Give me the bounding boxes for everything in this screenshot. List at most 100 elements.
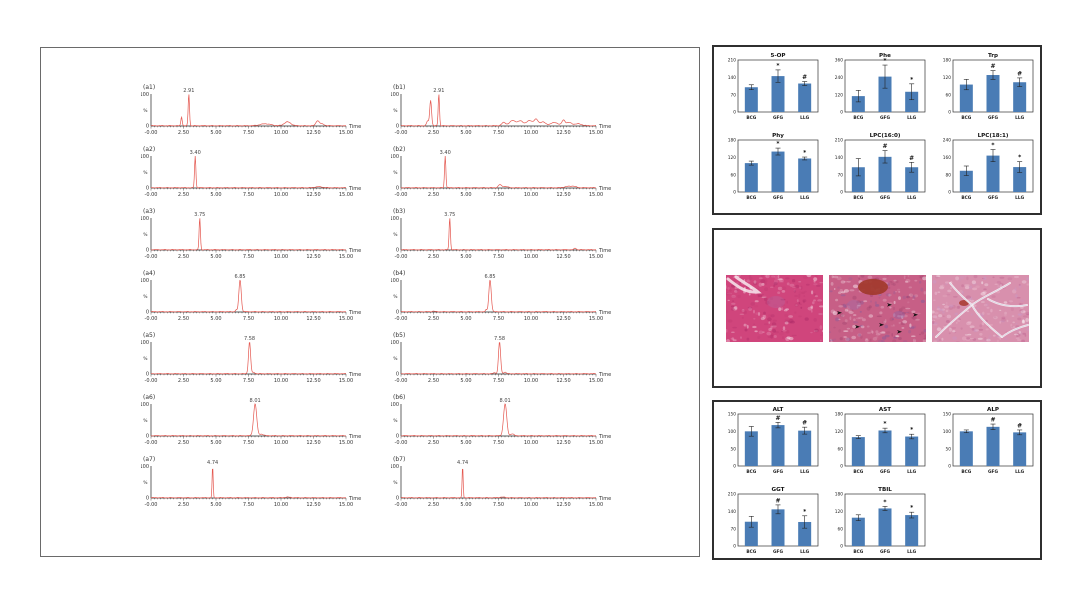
chromatogram-trace	[150, 155, 347, 189]
x-tick-label: -0.00	[145, 440, 158, 446]
bar-GFG	[771, 151, 784, 193]
x-axis-label: Time	[598, 372, 611, 378]
category-label: LLG	[907, 549, 916, 555]
bar-BCG	[959, 431, 973, 466]
x-tick-label: -0.00	[395, 316, 408, 322]
y-tick-label: 210	[727, 492, 735, 498]
x-tick-label: 10.00	[524, 378, 538, 384]
x-tick-label: 10.00	[274, 378, 288, 384]
x-tick-label: 10.00	[274, 440, 288, 446]
x-tick-label: 10.00	[274, 192, 288, 198]
bar-LLG	[797, 83, 811, 112]
x-tick-label: 12.50	[556, 378, 570, 384]
x-tick-label: 5.00	[210, 130, 221, 136]
category-label: GFG	[773, 549, 783, 555]
x-tick-label: 12.50	[556, 316, 570, 322]
category-label: GFG	[880, 115, 890, 121]
x-tick-label: -0.00	[145, 130, 158, 136]
bar-LLG	[797, 521, 811, 546]
x-tick-label: 7.50	[243, 440, 254, 446]
bar-GFG	[986, 426, 999, 466]
category-label: BCG	[853, 115, 863, 121]
y-unit: %	[393, 294, 398, 300]
chromatogram-trace	[150, 279, 347, 313]
chart-title: GGT	[771, 487, 784, 493]
y-tick-label: 140	[835, 155, 843, 161]
chart-title: ALP	[987, 407, 999, 413]
biochemistry-chart-alt: ALT 0 50 100 150 BCG # GFG # LLG	[718, 404, 822, 484]
significance-marker: *	[883, 57, 887, 64]
x-tick-label: 2.50	[178, 316, 189, 322]
biochemistry-chart-tbil: TBIL 0 60 120 180 BCG * GFG * LLG	[825, 484, 929, 564]
y-tick-label: 50	[730, 446, 736, 452]
y-unit: %	[143, 108, 148, 114]
y-tick-0: 0	[146, 496, 149, 502]
metabolite-chart-grid: 5-OP 0 70 140 210 BCG * GFG # LLG Phe 0 120 240 360 BCG…	[714, 47, 1040, 213]
x-tick-label: 10.00	[274, 502, 288, 508]
y-unit: %	[143, 418, 148, 424]
x-tick-label: -0.00	[395, 130, 408, 136]
significance-marker: *	[1018, 154, 1022, 161]
x-tick-label: 5.00	[460, 316, 471, 322]
x-tick-label: 10.00	[524, 502, 538, 508]
x-tick-label: 2.50	[428, 254, 439, 260]
panel-label: (a4)	[143, 270, 155, 277]
x-tick-label: 5.00	[210, 254, 221, 260]
bar-GFG	[771, 509, 784, 546]
category-label: BCG	[746, 195, 756, 201]
peak-label: 6.85	[484, 274, 495, 280]
chart-title: TBIL	[878, 487, 892, 493]
chart-title: Phy	[772, 133, 784, 139]
y-tick-0: 0	[146, 186, 149, 192]
panel-label: (b6)	[393, 394, 405, 401]
annotation-arrow	[836, 310, 842, 315]
x-axis-label: Time	[598, 124, 611, 130]
y-tick-label: 0	[840, 464, 843, 470]
x-tick-label: -0.00	[145, 254, 158, 260]
x-tick-label: 5.00	[210, 192, 221, 198]
bar-BCG	[851, 437, 865, 466]
y-tick-label: 140	[727, 75, 735, 81]
chromatogram-a7: (a7) 100 0% 4.74 -0.00 2.50 5.00 7.50 10.00 12.50…	[141, 452, 391, 514]
peak-label: 7.58	[244, 336, 255, 342]
panel-label: (b5)	[393, 332, 405, 339]
y-tick-label: 0	[733, 464, 736, 470]
metabolite-bar-panel: 5-OP 0 70 140 210 BCG * GFG # LLG Phe 0 120 240 360 BCG…	[712, 45, 1042, 215]
y-tick-label: 0	[733, 109, 736, 115]
annotation-arrow	[878, 322, 884, 327]
bar-GFG	[771, 425, 784, 466]
x-axis-label: Time	[598, 496, 611, 502]
y-tick-0: 0	[146, 372, 149, 378]
x-tick-label: 7.50	[493, 440, 504, 446]
x-tick-label: 2.50	[178, 254, 189, 260]
bar-LLG	[797, 430, 811, 466]
y-tick-100: 100	[141, 154, 149, 160]
significance-marker: *	[991, 142, 995, 149]
biochemistry-chart-ast: AST 0 60 120 180 BCG * GFG * LLG	[825, 404, 929, 484]
significance-marker: *	[910, 427, 914, 434]
peak-label: 3.75	[194, 212, 205, 218]
x-tick-label: 7.50	[243, 316, 254, 322]
y-tick-label: 0	[840, 190, 843, 196]
peak-label: 4.74	[457, 460, 468, 466]
x-axis-label: Time	[598, 248, 611, 254]
panel-label: (a7)	[143, 456, 155, 463]
x-tick-label: 15.00	[589, 378, 603, 384]
chromatogram-a4: (a4) 100 0% 6.85 -0.00 2.50 5.00 7.50 10.00 12.50…	[141, 266, 391, 328]
category-label: BCG	[961, 469, 971, 475]
chromatogram-trace	[400, 155, 597, 189]
bar-BCG	[959, 171, 973, 193]
category-label: LLG	[907, 469, 916, 475]
y-tick-label: 180	[727, 138, 735, 144]
category-label: GFG	[988, 115, 998, 121]
biochemistry-chart-grid: ALT 0 50 100 150 BCG # GFG # LLG AST 0 60 120 180 BCG * G…	[714, 402, 1040, 558]
significance-marker: #	[802, 74, 807, 81]
peak-label: 2.91	[433, 88, 444, 94]
y-tick-label: 80	[945, 173, 951, 179]
category-label: LLG	[800, 469, 809, 475]
y-tick-100: 100	[391, 216, 399, 222]
y-tick-100: 100	[391, 92, 399, 98]
y-unit: %	[143, 294, 148, 300]
category-label: BCG	[853, 195, 863, 201]
x-tick-label: 12.50	[306, 316, 320, 322]
